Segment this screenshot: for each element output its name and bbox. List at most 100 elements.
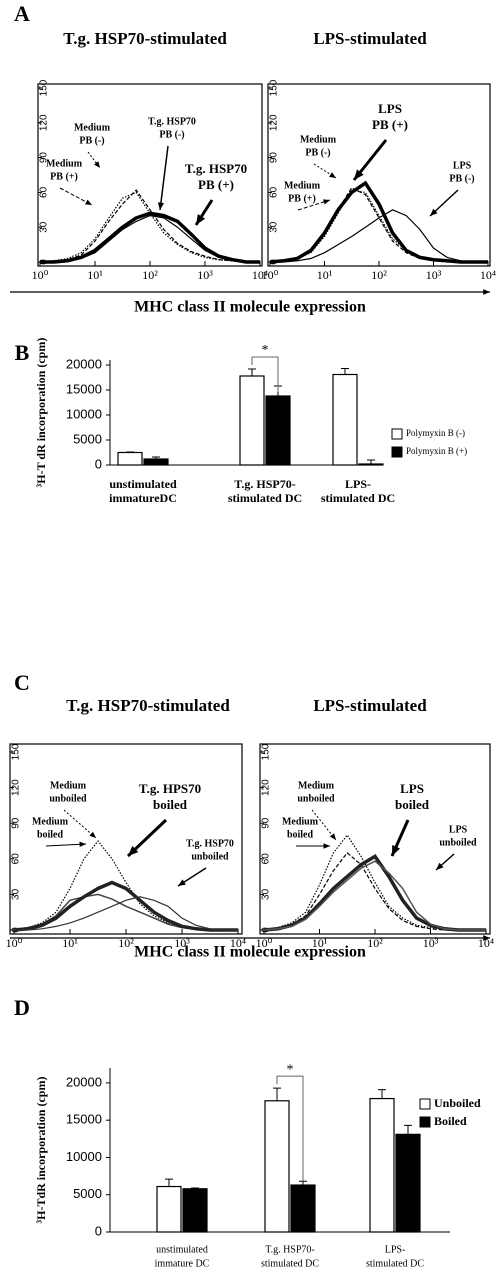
arrow-head [436, 862, 444, 870]
arrow-head [483, 289, 490, 295]
arrow-head [128, 845, 139, 856]
y-tick-label: 90 [11, 817, 22, 829]
histogram-line [39, 191, 260, 263]
chart-title: LPS-stimulated [313, 29, 427, 48]
legend-swatch [419, 1116, 431, 1128]
arrow-line [159, 145, 169, 211]
x-tick-label: stimulated DC [366, 1258, 424, 1269]
annotation: boiled [395, 797, 430, 812]
bar [182, 1188, 208, 1233]
x-tick-label: 10² [142, 268, 158, 282]
error-bar [273, 1087, 281, 1101]
arrow-head [392, 845, 401, 856]
annotation: unboiled [297, 793, 335, 804]
error-bar [248, 368, 256, 376]
annotation: Medium [284, 180, 321, 191]
y-tick-label: 20000 [66, 356, 102, 371]
histogram-line [263, 852, 486, 931]
x-tick-label: 10¹ [62, 936, 78, 950]
bar [265, 395, 291, 466]
x-tick-label: stimulated DC [261, 1258, 319, 1269]
bar [395, 1133, 421, 1233]
annotation: boiled [153, 797, 188, 812]
histogram-line [40, 214, 260, 263]
x-tick-label: unstimulated [109, 477, 177, 491]
x-tick-label: stimulated DC [321, 491, 395, 505]
bar [143, 458, 169, 466]
y-tick-label: 150 [269, 79, 280, 96]
y-tick-label: 90 [261, 817, 272, 829]
chart-title: T.g. HSP70-stimulated [63, 29, 227, 48]
error-bar [367, 459, 375, 464]
annotation: T.g. HSP70 [148, 116, 196, 127]
significance-bracket [276, 1075, 304, 1182]
legend-label: Polymyxin B (-) [406, 428, 465, 438]
x-tick-label: 10¹ [317, 268, 333, 282]
annotation: * [262, 343, 269, 358]
histogram-line [270, 209, 488, 263]
y-tick-label: 150 [261, 743, 272, 760]
annotation: PB (+) [50, 171, 78, 182]
annotation: PB (+) [372, 117, 408, 132]
annotation: boiled [287, 829, 314, 840]
x-tick-label: 10¹ [87, 268, 103, 282]
x-tick-label: 10¹ [312, 936, 328, 950]
annotation: PB (-) [449, 173, 474, 184]
x-tick-label: LPS- [385, 1244, 406, 1255]
y-tick-label: 15000 [66, 1112, 102, 1127]
legend-swatch [419, 1098, 431, 1110]
annotation: boiled [37, 829, 64, 840]
y-tick-label: 60 [261, 853, 272, 865]
x-tick-label: T.g. HSP70- [234, 477, 295, 491]
error-bar [404, 1124, 412, 1135]
legend-label: Polymyxin B (+) [406, 446, 467, 456]
arrow-head [178, 879, 186, 886]
error-bar [378, 1089, 386, 1099]
error-bar [299, 1180, 307, 1186]
bar [264, 1100, 290, 1233]
x-tick-label: 10³ [423, 936, 439, 950]
chart-title: T.g. HSP70-stimulated [66, 696, 230, 715]
arrow-head [329, 172, 336, 178]
annotation: LPS [378, 101, 402, 116]
annotation: * [287, 1062, 294, 1077]
arrow-head [79, 841, 86, 848]
y-tick-label: 150 [11, 743, 22, 760]
y-tick-label: 60 [39, 186, 50, 198]
bar [369, 1097, 395, 1233]
x-tick-label: 10⁰ [32, 268, 49, 282]
y-tick-label: 90 [269, 152, 280, 164]
x-tick-label: 10² [371, 268, 387, 282]
panel-label: B [15, 340, 30, 365]
annotation: unboiled [49, 793, 87, 804]
y-tick-label: 60 [269, 186, 280, 198]
arrow-line [63, 809, 97, 839]
annotation: PB (+) [288, 193, 316, 204]
arrow-head [323, 843, 330, 849]
histogram-line [269, 180, 488, 264]
panel-label: A [14, 1, 30, 26]
arrow-head [354, 169, 364, 180]
annotation: unboiled [439, 837, 477, 848]
histogram-line [13, 880, 238, 932]
annotation: PB (-) [305, 147, 330, 158]
histogram-line [263, 860, 486, 931]
x-tick-label: 10⁰ [6, 936, 23, 950]
histogram-line [263, 834, 486, 931]
y-axis-label: ³H-TdR incorporation (cpm) [34, 1077, 48, 1224]
y-tick-label: 5000 [73, 1186, 102, 1201]
panel-label: D [14, 995, 30, 1020]
y-tick-label: 30 [261, 888, 272, 900]
error-bar [165, 1178, 173, 1187]
error-bar [152, 456, 160, 459]
arrow-head [157, 202, 165, 210]
annotation: T.g. HSP70 [185, 161, 247, 176]
annotation: Medium [50, 780, 87, 791]
annotation: Medium [74, 122, 111, 133]
x-tick-label: unstimulated [156, 1244, 208, 1255]
annotation: T.g. HPS70 [139, 781, 201, 796]
legend-label: Unboiled [434, 1096, 481, 1110]
x-axis-label: MHC class II molecule expression [134, 299, 366, 316]
